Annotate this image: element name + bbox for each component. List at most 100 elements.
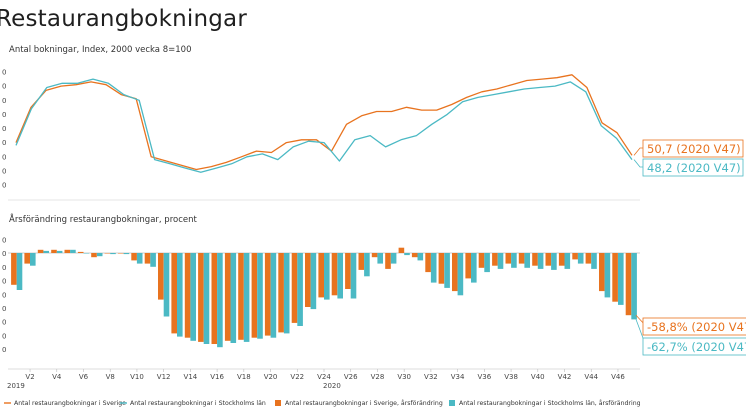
stockholm-change-bar	[136, 253, 143, 264]
legend-bar-swatch	[449, 400, 455, 406]
line-y-tick-label: 0	[2, 153, 6, 161]
sweden-change-bar	[64, 249, 71, 253]
sweden-change-bar	[211, 253, 218, 344]
stockholm-change-bar	[30, 253, 36, 266]
sweden-change-bar	[331, 253, 338, 296]
stockholm-change-bar	[177, 253, 183, 337]
sweden-change-bar	[398, 247, 405, 253]
legend-label: Antal restaurangbokningar i Stockholms l…	[130, 400, 266, 407]
sweden-change-bar	[264, 253, 271, 336]
sweden-change-bar	[118, 253, 124, 254]
sweden-change-bar	[385, 253, 391, 269]
stockholm-change-bar	[564, 253, 571, 269]
x-tick-label: V36	[477, 373, 491, 381]
line-y-tick-label: 0	[2, 125, 6, 133]
sweden-change-bar	[291, 253, 298, 323]
stockholm-change-bar	[537, 253, 544, 269]
sweden-change-bar	[532, 253, 538, 266]
stockholm-change-bar	[511, 253, 517, 268]
sweden-change-bar	[465, 253, 471, 279]
line-y-tick-label: 0	[2, 69, 6, 77]
end-label-connector	[633, 147, 644, 156]
sweden-change-bar	[224, 253, 231, 341]
line-y-tick-label: 0	[2, 167, 6, 175]
x-tick-label: V6	[79, 373, 89, 381]
stockholm-change-bar	[257, 253, 263, 339]
stockholm-change-bar	[631, 253, 637, 320]
end-label-box	[642, 139, 744, 158]
sweden-change-bar	[184, 253, 191, 338]
sweden-change-bar	[104, 253, 111, 254]
bar-chart-series	[11, 247, 637, 348]
sweden-change-bar	[131, 253, 137, 261]
bar-y-tick-label: 0	[2, 332, 6, 340]
sweden-change-bar	[612, 253, 618, 302]
sweden-change-bar	[198, 253, 204, 342]
sweden-change-bar	[171, 253, 177, 334]
x-tick-label: V28	[371, 373, 385, 381]
x-tick-label: V38	[504, 373, 518, 381]
stockholm-change-bar	[377, 253, 383, 264]
stockholm-change-bar	[283, 253, 290, 334]
sweden-change-bar	[318, 253, 324, 298]
stockholm-change-bar	[230, 253, 237, 343]
stockholm-change-bar	[457, 253, 464, 296]
end-label-connector	[633, 159, 644, 168]
x-tick-label: V24	[317, 373, 331, 381]
bar-y-tick-label: 0	[2, 264, 6, 272]
stockholm-line	[15, 78, 633, 173]
sweden-change-bar	[371, 253, 378, 258]
end-label-box	[642, 337, 746, 356]
sweden-change-bar	[545, 253, 552, 266]
stockholm-change-end-label: -62,7% (2020 V47	[647, 340, 746, 354]
sweden-change-bar	[411, 253, 418, 258]
stockholm-change-bar	[524, 253, 530, 268]
sweden-end-label: 50,7 (2020 V47)	[647, 142, 741, 156]
stockholm-change-bar	[618, 253, 624, 305]
x-tick-label: V34	[451, 373, 465, 381]
chart-legend: Antal restaurangbokningar i Sverige Antal…	[4, 398, 641, 407]
sweden-change-bar	[91, 253, 97, 258]
bar-y-tick-label: 0	[2, 346, 6, 354]
sweden-change-bar	[144, 253, 151, 264]
stockholm-change-bar	[203, 253, 210, 344]
stockholm-change-bar	[43, 250, 49, 253]
end-label-box	[642, 317, 746, 336]
line-y-tick-label: 0	[2, 182, 6, 190]
stockholm-change-bar	[190, 253, 196, 341]
stockholm-change-bar	[417, 253, 424, 261]
x-tick-label: V2	[25, 373, 34, 381]
sweden-change-bar	[251, 253, 258, 338]
legend-label: Antal restaurangbokningar i Stockholms l…	[459, 398, 641, 407]
end-label-box	[642, 158, 744, 177]
year-label-2019: 2019	[7, 382, 25, 390]
x-tick-label: V10	[130, 373, 144, 381]
sweden-change-bar	[51, 249, 57, 253]
bar-y-tick-label: 0	[2, 319, 6, 327]
legend-label: Antal restaurangbokningar i Sverige	[14, 400, 126, 407]
stockholm-change-bar	[444, 253, 450, 288]
sweden-change-bar	[11, 253, 17, 285]
stockholm-change-bar	[337, 253, 343, 299]
sweden-change-bar	[518, 253, 525, 264]
stockholm-change-bar	[56, 250, 63, 253]
x-tick-label: V40	[531, 373, 545, 381]
x-tick-label: V20	[264, 373, 278, 381]
line-y-tick-label: 0	[2, 139, 6, 147]
legend-label: Antal restaurangbokningar i Sverige, års…	[285, 398, 443, 407]
stockholm-change-bar	[324, 253, 330, 300]
x-tick-label: V46	[611, 373, 625, 381]
stockholm-change-bar	[96, 253, 103, 257]
x-tick-label: V12	[157, 373, 171, 381]
legend-bar-swatch	[275, 400, 281, 406]
stockholm-change-bar	[16, 253, 23, 290]
page-title: Restaurangbokningar	[0, 6, 247, 32]
stockholm-change-bar	[217, 253, 223, 348]
stockholm-change-bar	[484, 253, 490, 273]
line-y-tick-label: 0	[2, 97, 6, 105]
sweden-line	[15, 74, 633, 171]
sweden-change-bar	[572, 253, 578, 260]
stockholm-change-bar	[471, 253, 477, 283]
x-tick-label: V14	[184, 373, 198, 381]
x-tick-label: V26	[344, 373, 358, 381]
